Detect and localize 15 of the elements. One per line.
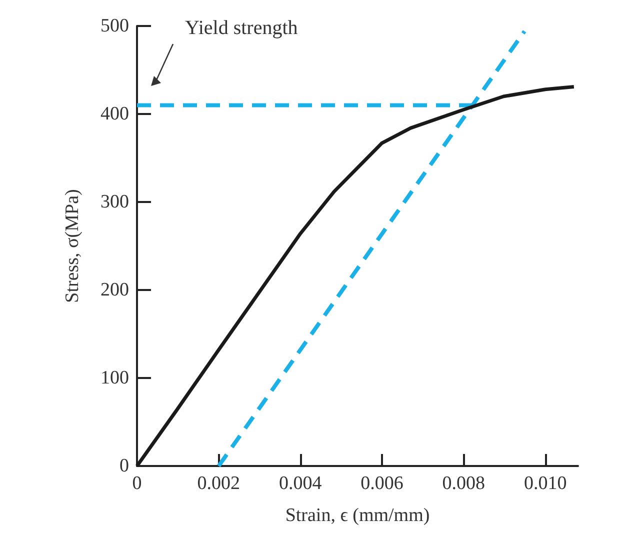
annotation: Yield strength xyxy=(185,17,298,39)
x-tick-label: 0 xyxy=(132,473,142,494)
y-tick-label: 300 xyxy=(100,192,129,212)
y-tick-label: 500 xyxy=(100,16,129,36)
x-tick-label: 0.004 xyxy=(278,473,322,494)
x-axis-title: Strain, ϵ (mm/mm) xyxy=(285,505,430,526)
x-tick-label: 0.006 xyxy=(360,473,404,494)
x-tick-label: 0.008 xyxy=(442,473,486,494)
x-tick-label: 0.002 xyxy=(197,473,240,494)
y-tick-label: 100 xyxy=(100,368,129,388)
y-axis-title: Stress, σ(MPa) xyxy=(62,189,83,303)
y-tick-label: 400 xyxy=(100,104,129,124)
x-tick-label: 0.010 xyxy=(524,473,567,494)
y-tick-label: 0 xyxy=(120,456,129,476)
y-tick-label: 200 xyxy=(100,280,129,300)
